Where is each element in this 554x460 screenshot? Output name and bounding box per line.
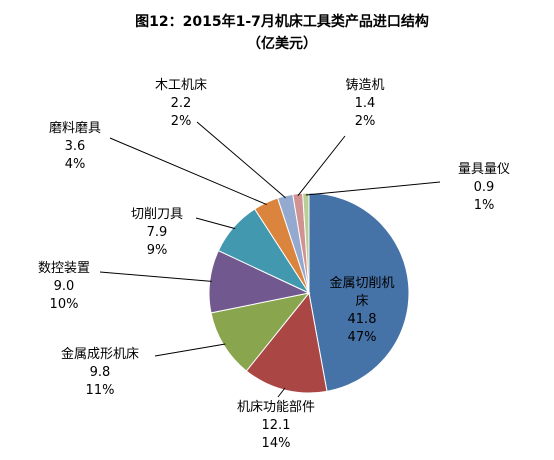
slice-name-label: 铸造机 bbox=[345, 77, 384, 93]
slice-percent-label: 10% bbox=[50, 297, 79, 312]
slice-name-label: 金属成形机床 bbox=[61, 346, 139, 362]
slice-value-label: 1.4 bbox=[355, 96, 376, 111]
slice-label: 数控装置 9.0 10% bbox=[38, 261, 90, 312]
leader-line bbox=[154, 343, 226, 357]
slice-label: 金属成形机床 9.8 11% bbox=[61, 346, 139, 398]
chart-subtitle: （亿美元） bbox=[247, 35, 317, 52]
slice-label: 木工机床 2.2 2% bbox=[155, 78, 207, 129]
slice-value-label: 9.0 bbox=[54, 279, 75, 294]
leader-line bbox=[99, 271, 212, 282]
pie-slice bbox=[210, 292, 311, 372]
slice-name-label: 机床功能部件 bbox=[237, 400, 315, 415]
leader-line bbox=[195, 217, 236, 230]
leader-line bbox=[109, 137, 267, 206]
slice-percent-label: 11% bbox=[86, 383, 115, 398]
slice-percent-label: 2% bbox=[171, 114, 192, 129]
slice-value-label: 3.6 bbox=[65, 139, 86, 154]
slice-value-label: 7.9 bbox=[147, 225, 168, 240]
slice-name-label: 数控装置 bbox=[38, 261, 90, 276]
slice-name-label: 切削刀具 bbox=[131, 207, 183, 222]
pie-slice bbox=[308, 192, 410, 392]
slice-label: 磨料磨具 3.6 4% bbox=[49, 121, 101, 172]
chart-title: 图12：2015年1-7月机床工具类产品进口结构 bbox=[135, 13, 429, 30]
slice-label: 量具量仪 0.9 1% bbox=[458, 162, 510, 213]
slice-value-label: 41.8 bbox=[348, 312, 377, 327]
leader-line bbox=[297, 135, 346, 196]
slice-label: 切削刀具 7.9 9% bbox=[131, 207, 183, 258]
slice-value-label: 12.1 bbox=[262, 418, 291, 433]
leader-lines bbox=[99, 121, 441, 398]
slice-percent-label: 2% bbox=[355, 114, 376, 129]
slice-percent-label: 4% bbox=[65, 157, 86, 172]
slice-percent-label: 14% bbox=[262, 436, 291, 451]
slice-label: 机床功能部件 12.1 14% bbox=[237, 400, 315, 451]
slice-name-label: 磨料磨具 bbox=[49, 121, 101, 136]
leader-line bbox=[305, 181, 441, 196]
pie-slice bbox=[302, 192, 310, 294]
slice-percent-label: 9% bbox=[147, 243, 168, 258]
slice-percent-label: 47% bbox=[348, 330, 377, 345]
slice-name-label: 床 bbox=[355, 294, 368, 309]
leader-line bbox=[196, 121, 286, 199]
slice-value-label: 9.8 bbox=[90, 365, 111, 380]
slice-percent-label: 1% bbox=[474, 198, 495, 213]
pie-slices bbox=[208, 192, 410, 394]
slice-value-label: 2.2 bbox=[171, 96, 192, 111]
leader-line bbox=[277, 387, 286, 398]
slice-label: 铸造机 1.4 2% bbox=[345, 77, 384, 129]
slice-value-label: 0.9 bbox=[474, 180, 495, 195]
slice-name-label: 木工机床 bbox=[155, 78, 207, 93]
slice-name-label: 金属切削机 bbox=[329, 275, 394, 291]
slice-name-label: 量具量仪 bbox=[458, 162, 510, 177]
pie-slice bbox=[245, 291, 328, 394]
